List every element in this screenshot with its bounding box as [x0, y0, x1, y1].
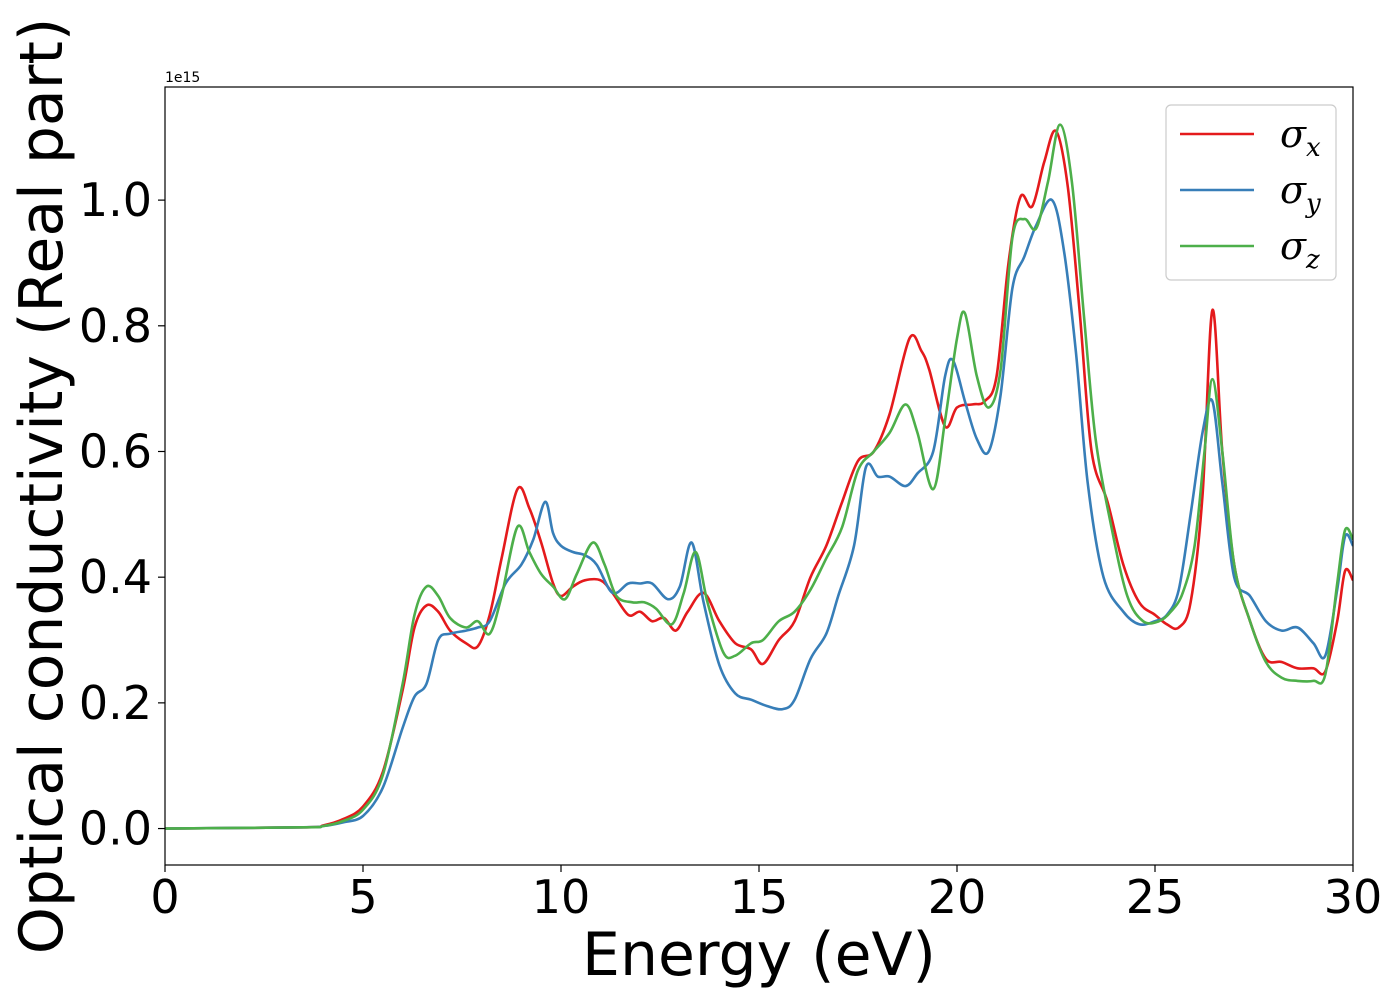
x-tick-label: 25	[1126, 870, 1185, 924]
series-line-x	[165, 129, 1353, 830]
series-line-y	[165, 198, 1353, 830]
legend-label-y: σy	[1280, 168, 1321, 219]
y-tick-label: 1.0	[79, 173, 152, 227]
series-line-z	[165, 123, 1353, 830]
legend-symbol: σ	[1280, 224, 1307, 268]
y-tick-label: 0.2	[79, 676, 152, 730]
legend-label-z: σz	[1280, 224, 1320, 275]
y-tick-label: 0.8	[79, 299, 152, 353]
y-axis: 0.0 0.2 0.4 0.6 0.8 1.0	[79, 173, 165, 856]
legend-subscript: x	[1306, 133, 1321, 163]
legend-symbol: σ	[1280, 168, 1307, 212]
legend-box	[1165, 104, 1337, 281]
y-offset-label: 1e15	[165, 70, 200, 86]
legend-subscript: y	[1305, 189, 1321, 219]
legend-label-x: σx	[1280, 112, 1321, 163]
x-axis-title: Energy (eV)	[582, 920, 936, 990]
x-axis: 0 5 10 15 20 25 30	[150, 865, 1382, 924]
legend-subscript: z	[1305, 245, 1320, 275]
x-tick-label: 20	[928, 870, 987, 924]
x-tick-label: 0	[150, 870, 179, 924]
legend-symbol: σ	[1280, 112, 1307, 156]
x-tick-label: 30	[1324, 870, 1383, 924]
x-tick-label: 5	[348, 870, 377, 924]
x-tick-label: 15	[730, 870, 789, 924]
y-axis-title: Optical conductivity (Real part)	[7, 18, 77, 955]
y-tick-label: 0.4	[79, 550, 152, 604]
y-tick-label: 0.6	[79, 424, 152, 478]
series-layer	[165, 123, 1353, 830]
y-tick-label: 0.0	[79, 802, 152, 856]
x-tick-label: 10	[532, 870, 591, 924]
